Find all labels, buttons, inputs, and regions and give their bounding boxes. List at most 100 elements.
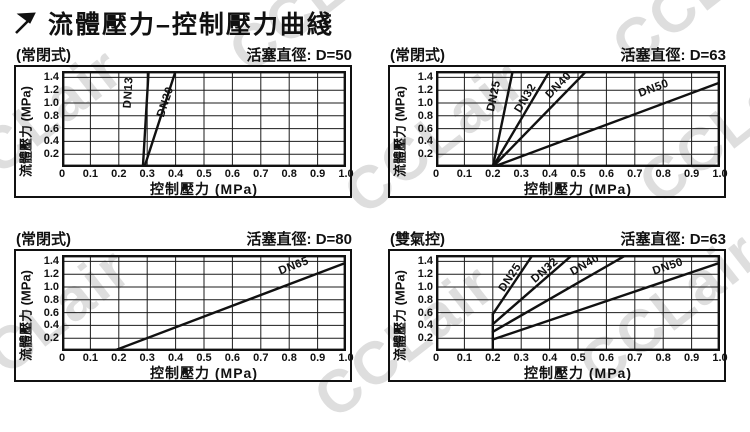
x-tick: 0.4 xyxy=(167,168,184,180)
x-axis-label: 控制壓力 (MPa) xyxy=(524,181,632,197)
x-tick: 1.0 xyxy=(712,168,728,180)
x-tick: 0.6 xyxy=(224,168,241,180)
series-line-DN40 xyxy=(491,71,588,167)
x-tick: 0.1 xyxy=(82,168,99,180)
x-tick: 0.5 xyxy=(570,352,586,364)
series-line-DN50 xyxy=(491,81,720,167)
x-tick: 0 xyxy=(432,168,440,180)
y-tick: 0.4 xyxy=(417,135,433,148)
y-axis-label: 流體壓力 (MPa) xyxy=(18,270,34,362)
x-tick: 0.9 xyxy=(683,168,700,180)
x-tick: 0.2 xyxy=(111,352,127,364)
series-label: DN32 xyxy=(513,82,539,115)
y-tick: 1.0 xyxy=(43,281,59,293)
y-tick: 0.6 xyxy=(417,306,433,319)
x-tick: 0.7 xyxy=(253,352,269,364)
x-tick: 0.3 xyxy=(513,168,529,180)
x-tick: 0.6 xyxy=(598,168,615,180)
x-tick: 0.4 xyxy=(167,352,184,364)
x-tick: 0.8 xyxy=(281,168,297,180)
x-axis-ticks: 0 0.1 0.2 0.3 0.4 0.5 0.6 0.7 0.8 0.9 1.0 xyxy=(58,351,354,364)
x-tick: 0 xyxy=(58,352,66,364)
y-tick: 0.8 xyxy=(43,293,59,306)
x-tick: 1.0 xyxy=(338,168,354,180)
chart-box: 流體壓力 (MPa) 0.2 0.4 0.6 0.8 1.0 1.2 1.4 DN25 DN3… xyxy=(388,249,728,382)
series-line-DN40 xyxy=(491,255,628,334)
y-tick: 0.8 xyxy=(417,109,433,122)
x-tick: 0.6 xyxy=(224,352,241,364)
y-tick: 0.6 xyxy=(417,122,433,135)
chart-plot: DN25 DN32 DN40 DN50 xyxy=(436,71,720,167)
x-axis-label: 控制壓力 (MPa) xyxy=(524,365,632,381)
x-tick: 0.8 xyxy=(281,352,297,364)
chart-plot: DN25 DN32 DN40 DN50 xyxy=(436,255,720,351)
x-tick: 0.7 xyxy=(627,352,643,364)
x-tick: 0.1 xyxy=(82,352,99,364)
x-tick: 0.4 xyxy=(541,352,558,364)
y-tick: 0.6 xyxy=(43,306,59,319)
x-tick: 0.7 xyxy=(253,168,269,180)
arrow-up-right-icon xyxy=(15,12,36,34)
x-tick: 0.3 xyxy=(513,352,529,364)
y-axis-label: 流體壓力 (MPa) xyxy=(392,270,408,362)
x-tick: 0.2 xyxy=(485,352,501,364)
x-tick: 0.9 xyxy=(309,352,326,364)
page-header: 流體壓力–控制壓力曲綫 xyxy=(12,6,750,40)
x-tick: 0.6 xyxy=(598,352,615,364)
series-line-DN50 xyxy=(491,261,720,341)
x-tick: 0 xyxy=(58,168,66,180)
chart-bottom-right: (雙氣控) 活塞直徑: D=63 流體壓力 (MPa) 0.2 0.4 0.6 0.8… xyxy=(388,228,728,382)
chart-mode-label: (常閉式) xyxy=(16,47,71,64)
y-axis-ticks: 0.2 0.4 0.6 0.8 1.0 1.2 1.4 xyxy=(410,255,436,351)
y-tick: 1.2 xyxy=(417,268,433,281)
y-tick: 0.8 xyxy=(43,109,59,122)
series-label: DN50 xyxy=(637,78,671,100)
x-axis-label: 控制壓力 (MPa) xyxy=(150,181,258,197)
y-axis-ticks: 0.2 0.4 0.6 0.8 1.0 1.2 1.4 xyxy=(410,71,436,167)
y-tick: 0.2 xyxy=(43,148,59,161)
x-tick: 0.5 xyxy=(196,352,212,364)
x-axis-ticks: 0 0.1 0.2 0.3 0.4 0.5 0.6 0.7 0.8 0.9 1.0 xyxy=(58,167,354,180)
x-tick: 0.7 xyxy=(627,168,643,180)
y-tick: 1.2 xyxy=(417,84,433,97)
y-tick: 0.4 xyxy=(43,319,59,332)
x-tick: 0.4 xyxy=(541,168,558,180)
y-tick: 1.0 xyxy=(417,97,433,109)
chart-title: 活塞直徑: D=63 xyxy=(620,231,726,248)
chart-mode-label: (常閉式) xyxy=(390,47,445,64)
x-tick: 1.0 xyxy=(712,352,728,364)
x-axis-label: 控制壓力 (MPa) xyxy=(150,365,258,381)
chart-top-right: (常閉式) 活塞直徑: D=63 流體壓力 (MPa) 0.2 0.4 0.6 0.8… xyxy=(388,44,728,198)
y-axis-ticks: 0.2 0.4 0.6 0.8 1.0 1.2 1.4 xyxy=(36,71,62,167)
series-label: DN13 xyxy=(122,77,136,109)
chart-title: 活塞直徑: D=80 xyxy=(246,231,352,248)
chart-bottom-left: (常閉式) 活塞直徑: D=80 流體壓力 (MPa) 0.2 0.4 0.6 0.8… xyxy=(14,228,354,382)
series-label: DN25 xyxy=(485,79,503,112)
x-tick: 0.5 xyxy=(570,168,586,180)
x-tick: 0 xyxy=(432,352,440,364)
chart-title: 活塞直徑: D=50 xyxy=(246,47,352,64)
x-tick: 0.2 xyxy=(485,168,501,180)
y-tick: 0.8 xyxy=(417,293,433,306)
y-tick: 1.0 xyxy=(43,97,59,109)
x-tick: 0.8 xyxy=(655,352,671,364)
series-line-DN65 xyxy=(111,261,346,351)
y-tick: 0.2 xyxy=(417,148,433,161)
x-axis-ticks: 0 0.1 0.2 0.3 0.4 0.5 0.6 0.7 0.8 0.9 1.0 xyxy=(432,167,728,180)
chart-box: 流體壓力 (MPa) 0.2 0.4 0.6 0.8 1.0 1.2 1.4 DN13 DN2… xyxy=(14,65,354,198)
series-line-DN13 xyxy=(141,71,150,167)
y-tick: 1.2 xyxy=(43,268,59,281)
y-axis-label: 流體壓力 (MPa) xyxy=(18,86,34,178)
y-axis-ticks: 0.2 0.4 0.6 0.8 1.0 1.2 1.4 xyxy=(36,255,62,351)
series-line-DN32 xyxy=(491,255,574,326)
chart-mode-label: (常閉式) xyxy=(16,231,71,248)
x-tick: 0.8 xyxy=(655,168,671,180)
y-tick: 1.4 xyxy=(417,255,433,268)
y-tick: 1.4 xyxy=(417,71,433,84)
chart-plot: DN65 xyxy=(62,255,346,351)
chart-top-left: (常閉式) 活塞直徑: D=50 流體壓力 (MPa) 0.2 0.4 0.6 0.8… xyxy=(14,44,354,198)
x-tick: 0.3 xyxy=(139,168,155,180)
y-tick: 1.4 xyxy=(43,71,59,84)
y-tick: 0.6 xyxy=(43,122,59,135)
page-title: 流體壓力–控制壓力曲綫 xyxy=(48,11,334,39)
